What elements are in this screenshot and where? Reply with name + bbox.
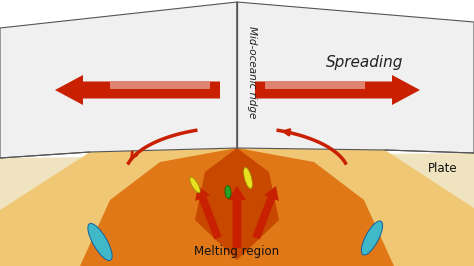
FancyArrow shape [265, 81, 365, 89]
Text: Spreading: Spreading [326, 55, 404, 69]
FancyArrow shape [110, 81, 210, 89]
Polygon shape [80, 148, 394, 266]
FancyArrow shape [55, 75, 220, 105]
Ellipse shape [88, 223, 112, 260]
Text: Mid-oceanic ridge: Mid-oceanic ridge [247, 26, 257, 118]
Ellipse shape [361, 221, 383, 255]
Polygon shape [0, 153, 474, 266]
Ellipse shape [244, 167, 253, 189]
Polygon shape [195, 148, 279, 260]
FancyArrow shape [228, 186, 246, 248]
Polygon shape [0, 2, 237, 158]
Polygon shape [237, 2, 474, 153]
Ellipse shape [225, 185, 231, 198]
FancyArrow shape [252, 186, 279, 239]
Polygon shape [0, 148, 474, 266]
Ellipse shape [190, 177, 200, 193]
Text: Plate: Plate [428, 161, 458, 174]
Text: Melting region: Melting region [194, 246, 280, 259]
FancyArrow shape [255, 75, 420, 105]
FancyArrow shape [195, 186, 222, 239]
